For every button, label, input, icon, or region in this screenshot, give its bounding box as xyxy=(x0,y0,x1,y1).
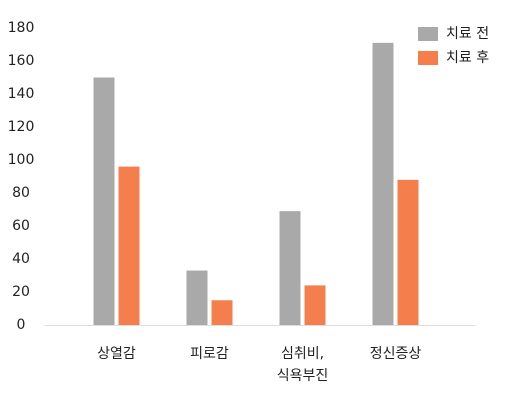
legend-swatch xyxy=(418,51,438,65)
x-tick-label: 정신증상 xyxy=(369,346,422,362)
bar xyxy=(118,166,140,325)
y-tick-label: 100 xyxy=(8,152,35,168)
y-tick-label: 180 xyxy=(8,20,35,36)
y-tick-label: 20 xyxy=(12,284,30,300)
bar xyxy=(93,77,115,325)
y-tick-label: 0 xyxy=(17,317,26,333)
y-tick-label: 40 xyxy=(12,251,30,267)
y-tick-label: 140 xyxy=(8,86,35,102)
y-tick-label: 160 xyxy=(8,53,35,69)
x-tick-label: 심취비, 식욕부진 xyxy=(276,346,329,384)
legend-swatch xyxy=(418,27,438,41)
bar xyxy=(372,42,394,325)
x-tick-label: 피로감 xyxy=(190,346,229,362)
bar xyxy=(304,285,326,325)
bar xyxy=(211,300,233,325)
bar xyxy=(186,270,208,325)
x-tick-label: 상열감 xyxy=(97,346,136,362)
y-tick-label: 120 xyxy=(8,119,35,135)
legend-label: 치료 후 xyxy=(446,50,489,66)
y-tick-label: 60 xyxy=(12,218,30,234)
bar xyxy=(397,179,419,325)
y-tick-label: 80 xyxy=(12,185,30,201)
bar xyxy=(279,211,301,325)
legend-label: 치료 전 xyxy=(446,26,489,42)
